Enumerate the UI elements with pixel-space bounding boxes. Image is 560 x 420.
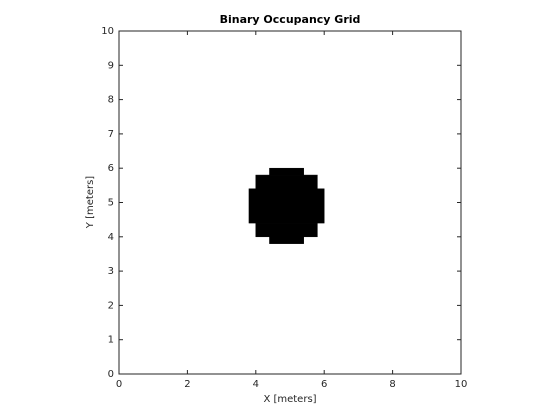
occupied-cell: [269, 236, 304, 244]
x-tick-label: 6: [321, 379, 327, 390]
y-tick-label: 4: [108, 232, 114, 243]
occupied-cell: [269, 167, 304, 176]
occupied-cell: [255, 174, 318, 190]
y-tick-label: 5: [108, 198, 114, 209]
x-tick-label: 2: [184, 379, 190, 390]
x-tick-label: 10: [455, 379, 468, 390]
x-axis-label: X [meters]: [263, 394, 316, 405]
y-tick-label: 2: [108, 300, 114, 311]
occupied-cell: [255, 222, 318, 238]
chart-title: Binary Occupancy Grid: [220, 13, 361, 26]
occupied-cell: [248, 188, 325, 224]
y-tick-label: 7: [108, 129, 114, 140]
y-tick-label: 3: [108, 266, 114, 277]
y-tick-label: 8: [108, 95, 114, 106]
x-tick-label: 8: [389, 379, 395, 390]
y-tick-label: 10: [101, 26, 114, 37]
x-tick-label: 0: [116, 379, 122, 390]
y-axis-label: Y [meters]: [85, 176, 96, 229]
x-tick-label: 4: [253, 379, 259, 390]
y-tick-label: 9: [108, 60, 114, 71]
y-tick-label: 6: [108, 163, 114, 174]
y-tick-label: 0: [108, 369, 114, 380]
y-tick-label: 1: [108, 335, 114, 346]
